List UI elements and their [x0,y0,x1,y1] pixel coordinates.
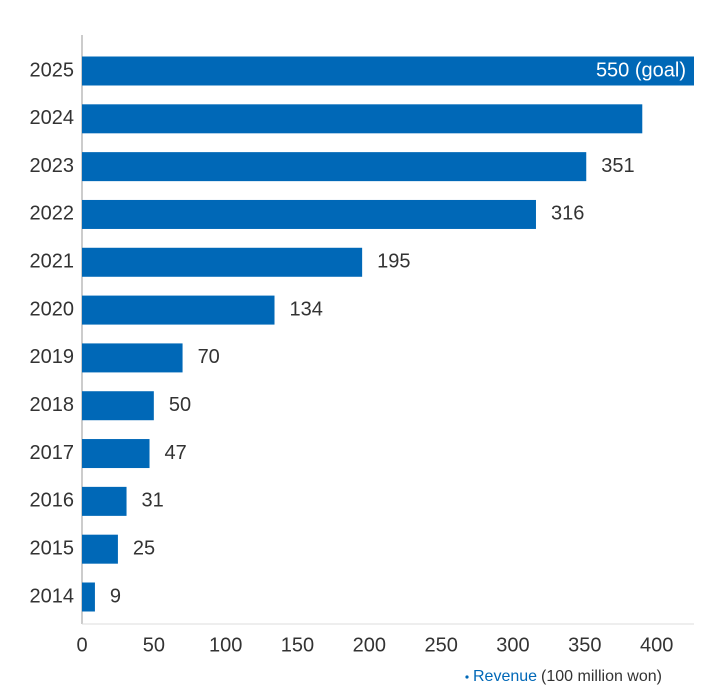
y-tick-label: 2023 [30,155,75,177]
y-tick-label: 2021 [30,251,75,273]
x-tick-label: 150 [281,634,314,656]
bar [82,486,127,516]
y-tick-label: 2020 [30,298,75,320]
value-label: 390 [653,107,686,129]
value-label: 351 [601,155,634,177]
bar [82,152,587,182]
y-tick-label: 2019 [30,346,75,368]
x-tick-label: 350 [568,634,601,656]
value-label: 134 [290,298,323,320]
y-tick-label: 2017 [30,442,75,464]
x-tick-label: 200 [353,634,386,656]
bar [82,247,363,277]
x-tick-label: 400 [640,634,673,656]
y-tick-label: 2014 [30,585,75,607]
x-tick-label: 100 [209,634,242,656]
x-tick-label: 50 [143,634,165,656]
bar [82,439,150,469]
bar [82,104,643,134]
y-tick-label: 2015 [30,537,75,559]
value-label: 31 [142,490,164,512]
y-tick-label: 2018 [30,394,75,416]
value-label: 9 [110,585,121,607]
value-label: 550 (goal) [596,59,686,81]
unit: (100 million won) [541,668,662,685]
value-label: 47 [165,442,187,464]
bars [82,56,694,612]
y-tick-label: 2022 [30,203,75,225]
bar [82,582,95,612]
bar [82,199,536,229]
value-label: 195 [377,251,410,273]
value-label: 70 [198,346,220,368]
legend-label: Revenue (100 million won) [473,668,662,685]
bar [82,56,694,86]
y-tick-label: 2016 [30,490,75,512]
x-tick-label: 250 [424,634,457,656]
value-label: 50 [169,394,191,416]
x-tick-label: 300 [496,634,529,656]
legend-bullet [465,675,469,679]
x-tick-label: 0 [76,634,87,656]
value-label: 316 [551,203,584,225]
legend: Revenue (100 million won) [465,668,662,685]
series-name: Revenue [473,668,537,685]
bar [82,295,275,325]
y-tick-label: 2024 [30,107,75,129]
bar [82,391,154,421]
bar [82,343,183,373]
value-label: 25 [133,537,155,559]
y-tick-label: 2025 [30,59,75,81]
bar [82,534,118,564]
